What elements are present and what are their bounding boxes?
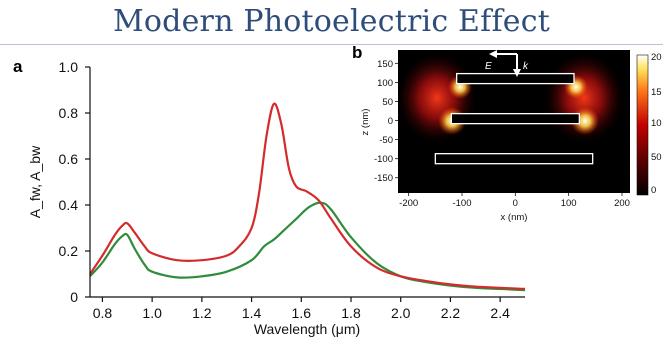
b-y-tick-label: -150 <box>374 173 393 184</box>
x-tick-label: 0.8 <box>93 305 113 321</box>
k-label: k <box>523 61 529 72</box>
b-x-axis-title: x (nm) <box>501 212 528 223</box>
b-x-tick-label: -100 <box>452 198 471 209</box>
colorbar-tick-label: 10 <box>651 118 662 129</box>
x-tick-label: 1.8 <box>341 305 361 321</box>
b-x-tick-label: 200 <box>614 198 630 209</box>
y-tick-label: 0.6 <box>59 151 79 167</box>
colorbar <box>636 54 649 196</box>
colorbar-tick-label: 50 <box>651 152 662 163</box>
slide-title: Modern Photoelectric Effect <box>113 4 550 39</box>
panel-a-plot: 0 0.2 0.4 0.6 0.8 1.0 0.8 1.0 1.2 1.4 1.6 1.8 2.0 2.… <box>27 59 526 337</box>
y-axis-title: A_fw, A_bw <box>27 145 43 218</box>
b-y-axis-title: z (nm) <box>360 109 371 136</box>
y-tick-label: 0.4 <box>59 197 79 213</box>
colorbar-tick-label: 15 <box>651 87 662 98</box>
b-y-tick-label: 100 <box>377 78 393 89</box>
x-tick-label: 1.2 <box>192 305 212 321</box>
x-tick-label: 2.2 <box>441 305 461 321</box>
b-x-tick-label: 100 <box>561 198 577 209</box>
b-y-tick-label: -100 <box>374 154 393 165</box>
panel-b-letter: b <box>352 43 362 62</box>
x-tick-label: 1.0 <box>142 305 162 321</box>
b-x-tick-label: -200 <box>399 198 418 209</box>
e-label: E <box>485 61 492 72</box>
y-tick-label: 0.2 <box>59 243 79 259</box>
nanobar <box>450 112 580 125</box>
title-divider <box>0 44 663 45</box>
y-tick-label: 0 <box>70 289 78 305</box>
y-tick-label: 0.8 <box>59 105 79 121</box>
y-tick-label: 1.0 <box>59 59 79 75</box>
colorbar-tick-label: 20 <box>651 52 662 63</box>
series-line <box>89 102 526 290</box>
x-axis-title: Wavelength (μm) <box>254 321 360 337</box>
x-tick-label: 2.0 <box>391 305 411 321</box>
b-x-tick-label: 0 <box>513 198 518 209</box>
b-y-tick-label: -50 <box>379 135 393 146</box>
k-arrowhead-icon <box>513 69 521 77</box>
colorbar-tick-label: 0 <box>651 185 656 196</box>
b-y-tick-label: 0 <box>388 116 393 127</box>
x-tick-label: 1.4 <box>242 305 262 321</box>
blank-area <box>526 225 663 339</box>
polarization-arrows: E k <box>485 50 529 77</box>
e-arrowhead-icon <box>489 50 497 58</box>
panel-a-letter: a <box>13 57 23 76</box>
nanobar <box>434 153 594 165</box>
field-glow-left <box>398 53 477 143</box>
nanobar <box>456 72 575 85</box>
x-tick-label: 1.6 <box>292 305 312 321</box>
x-tick-label: 2.4 <box>490 305 510 321</box>
b-y-tick-label: 150 <box>377 59 393 70</box>
b-y-tick-label: 50 <box>382 97 393 108</box>
